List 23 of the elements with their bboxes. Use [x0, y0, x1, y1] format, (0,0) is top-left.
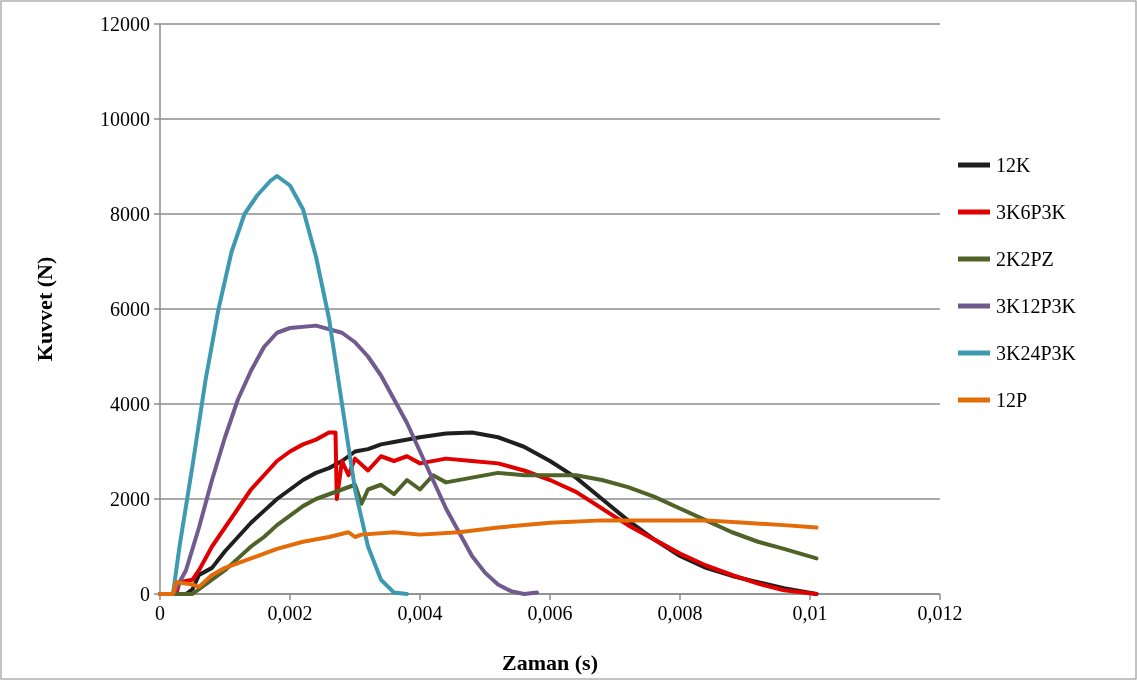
y-tick-label: 0: [140, 583, 150, 605]
legend-label: 3K12P3K: [996, 295, 1077, 317]
y-tick-label: 2000: [110, 488, 150, 510]
y-tick-label: 10000: [100, 108, 150, 130]
x-tick-label: 0,004: [397, 602, 443, 624]
legend-label: 12P: [996, 389, 1028, 411]
x-tick-label: 0,002: [267, 602, 313, 624]
x-tick-label: 0,008: [657, 602, 703, 624]
x-axis-title: Zaman (s): [502, 650, 598, 675]
line-series: [158, 518, 819, 596]
y-tick-label: 8000: [110, 203, 150, 225]
y-axis-title: Kuvvet (N): [32, 256, 57, 362]
x-tick-label: 0,012: [917, 602, 963, 624]
y-tick-label: 12000: [100, 13, 150, 35]
x-tick-label: 0,01: [792, 602, 828, 624]
x-tick-label: 0: [155, 602, 165, 624]
x-tick-label: 0,006: [527, 602, 573, 624]
legend-label: 2K2PZ: [996, 248, 1054, 270]
legend-label: 3K6P3K: [996, 201, 1067, 223]
legend-label: 3K24P3K: [996, 342, 1077, 364]
legend-label: 12K: [996, 154, 1031, 176]
y-tick-label: 4000: [110, 393, 150, 415]
y-tick-label: 6000: [110, 298, 150, 320]
